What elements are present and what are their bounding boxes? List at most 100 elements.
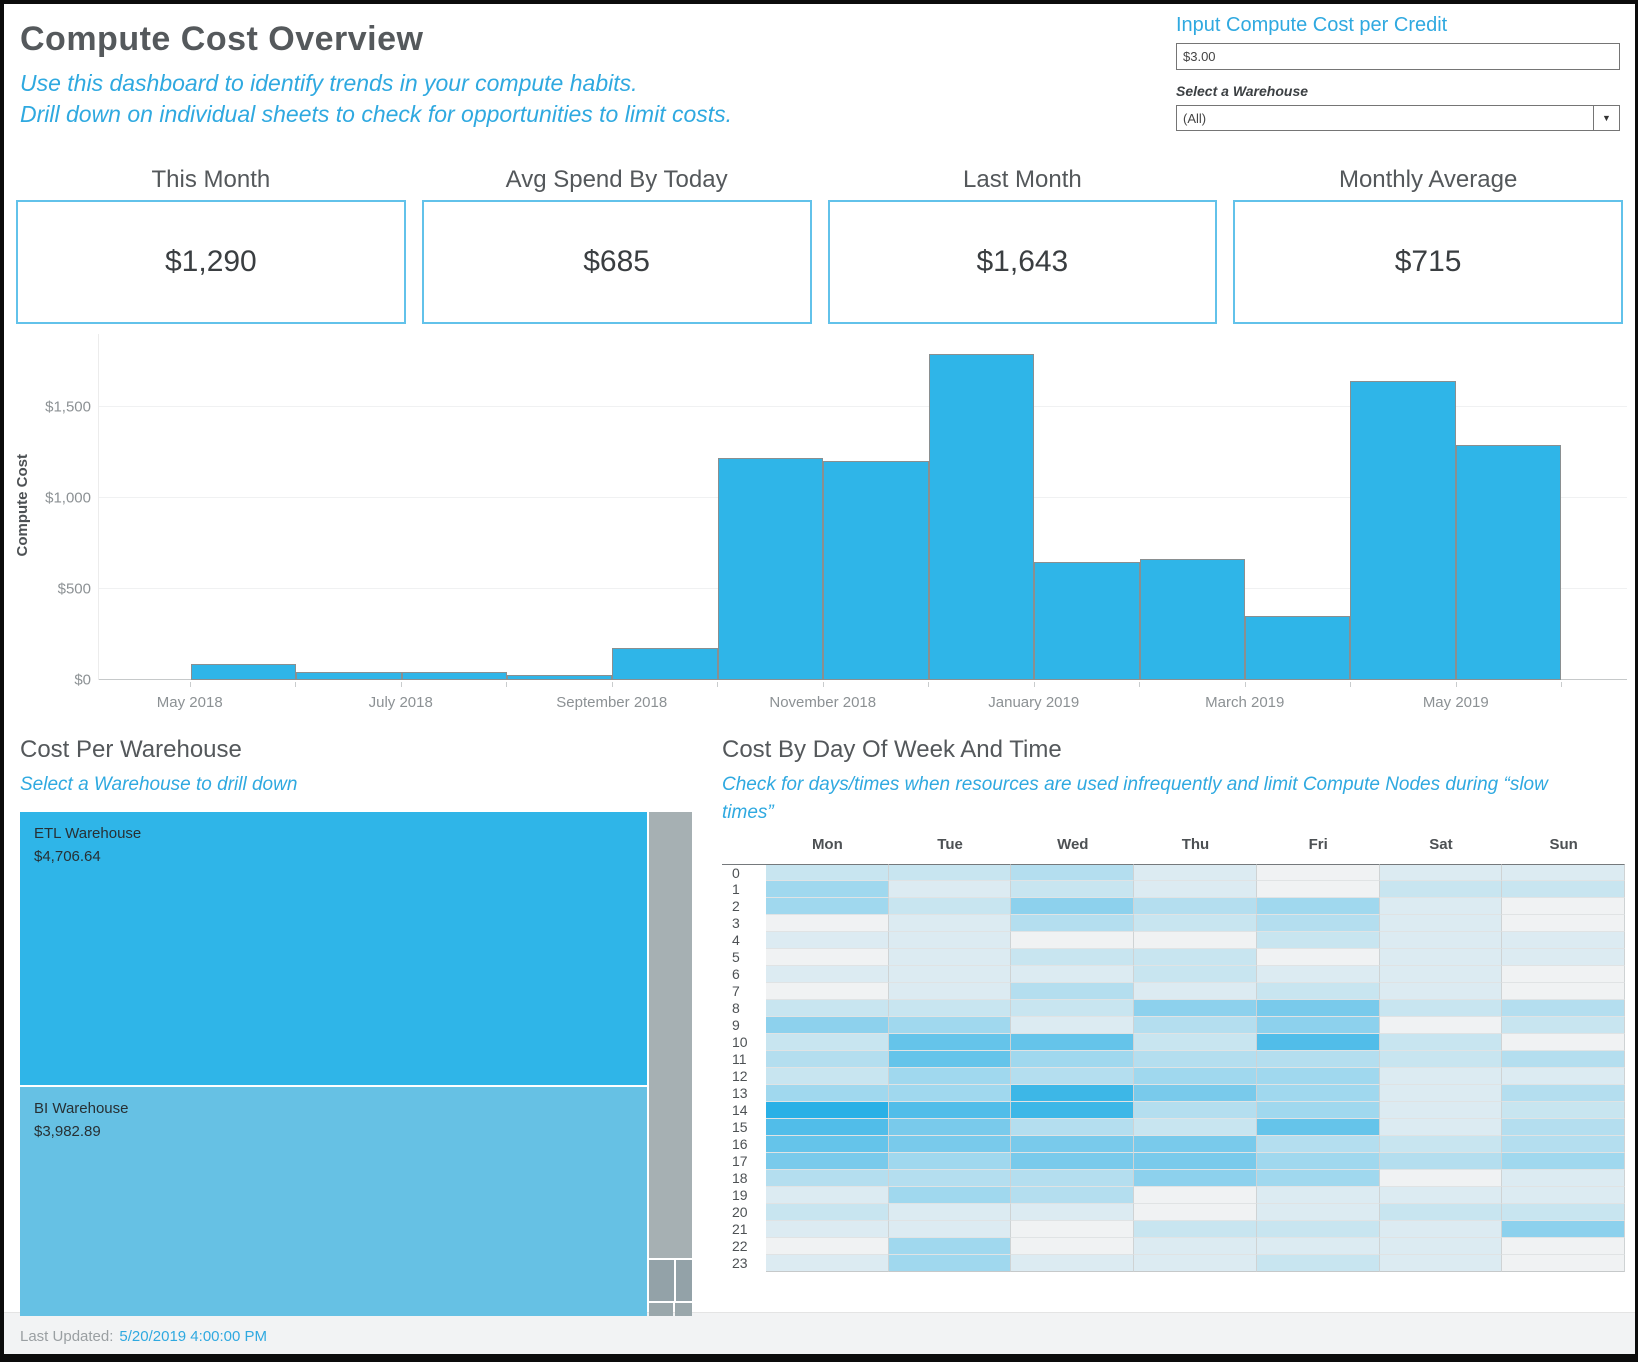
heatmap-cell-fri-16[interactable] (1256, 1136, 1380, 1154)
heatmap-cell-wed-14[interactable] (1011, 1102, 1135, 1120)
heatmap-cell-tue-18[interactable] (888, 1170, 1012, 1188)
heatmap-cell-sun-16[interactable] (1502, 1136, 1625, 1154)
heatmap-cell-sat-12[interactable] (1379, 1068, 1503, 1086)
treemap-gray-sliver-1[interactable] (648, 1303, 673, 1316)
heatmap-cell-fri-19[interactable] (1256, 1187, 1380, 1205)
heatmap-cell-sat-16[interactable] (1379, 1136, 1503, 1154)
heatmap-cell-mon-16[interactable] (766, 1136, 889, 1154)
heatmap-cell-wed-10[interactable] (1011, 1034, 1135, 1052)
heatmap-cell-wed-19[interactable] (1011, 1187, 1135, 1205)
heatmap-cell-fri-11[interactable] (1256, 1051, 1380, 1069)
heatmap-cell-tue-19[interactable] (888, 1187, 1012, 1205)
heatmap-cell-mon-17[interactable] (766, 1153, 889, 1171)
heatmap-cell-wed-8[interactable] (1011, 1000, 1135, 1018)
heatmap-cell-sat-22[interactable] (1379, 1238, 1503, 1256)
bar-february-2019[interactable] (1139, 558, 1245, 680)
heatmap-cell-tue-22[interactable] (888, 1238, 1012, 1256)
heatmap-cell-mon-13[interactable] (766, 1085, 889, 1103)
heatmap-cell-sun-3[interactable] (1502, 915, 1625, 933)
heatmap-cell-sat-21[interactable] (1379, 1221, 1503, 1239)
treemap-etl-warehouse[interactable]: ETL Warehouse $4,706.64 (20, 811, 647, 1085)
heatmap-cell-sun-20[interactable] (1502, 1204, 1625, 1222)
heatmap-cell-tue-9[interactable] (888, 1017, 1012, 1035)
heatmap-cell-sun-11[interactable] (1502, 1051, 1625, 1069)
bar-november-2018[interactable] (823, 461, 929, 680)
heatmap-cell-mon-22[interactable] (766, 1238, 889, 1256)
heatmap-cell-wed-23[interactable] (1011, 1255, 1135, 1273)
heatmap-cell-sat-3[interactable] (1379, 915, 1503, 933)
heatmap-cell-wed-0[interactable] (1011, 864, 1135, 882)
heatmap-cell-sat-23[interactable] (1379, 1255, 1503, 1273)
heatmap-cell-fri-9[interactable] (1256, 1017, 1380, 1035)
heatmap-cell-wed-9[interactable] (1011, 1017, 1135, 1035)
heatmap-cell-tue-1[interactable] (888, 881, 1012, 899)
heatmap-cell-tue-5[interactable] (888, 949, 1012, 967)
heatmap-cell-wed-20[interactable] (1011, 1204, 1135, 1222)
heatmap-cell-sat-18[interactable] (1379, 1170, 1503, 1188)
heatmap-cell-wed-2[interactable] (1011, 898, 1135, 916)
heatmap-cell-wed-6[interactable] (1011, 966, 1135, 984)
heatmap-cell-thu-19[interactable] (1134, 1187, 1257, 1205)
heatmap-cell-wed-17[interactable] (1011, 1153, 1135, 1171)
heatmap-cell-wed-16[interactable] (1011, 1136, 1135, 1154)
caret-down-icon[interactable]: ▼ (1593, 106, 1619, 130)
heatmap-cell-wed-5[interactable] (1011, 949, 1135, 967)
heatmap-cell-sun-23[interactable] (1502, 1255, 1625, 1273)
heatmap-cell-mon-5[interactable] (766, 949, 889, 967)
heatmap-cell-wed-18[interactable] (1011, 1170, 1135, 1188)
heatmap-cell-sun-15[interactable] (1502, 1119, 1625, 1137)
heatmap-cell-fri-1[interactable] (1256, 881, 1380, 899)
heatmap-cell-sat-17[interactable] (1379, 1153, 1503, 1171)
heatmap-cell-wed-4[interactable] (1011, 932, 1135, 950)
heatmap-cell-sun-7[interactable] (1502, 983, 1625, 1001)
heatmap-cell-tue-12[interactable] (888, 1068, 1012, 1086)
heatmap-cell-fri-8[interactable] (1256, 1000, 1380, 1018)
heatmap-cell-thu-20[interactable] (1134, 1204, 1257, 1222)
heatmap-cell-wed-21[interactable] (1011, 1221, 1135, 1239)
heatmap-cell-thu-5[interactable] (1134, 949, 1257, 967)
heatmap-cell-sat-20[interactable] (1379, 1204, 1503, 1222)
heatmap-cell-sun-12[interactable] (1502, 1068, 1625, 1086)
heatmap-cell-fri-3[interactable] (1256, 915, 1380, 933)
heatmap-cell-fri-14[interactable] (1256, 1102, 1380, 1120)
heatmap-cell-fri-20[interactable] (1256, 1204, 1380, 1222)
heatmap-cell-thu-14[interactable] (1134, 1102, 1257, 1120)
heatmap-cell-sat-2[interactable] (1379, 898, 1503, 916)
heatmap-cell-sun-18[interactable] (1502, 1170, 1625, 1188)
heatmap-cell-sat-14[interactable] (1379, 1102, 1503, 1120)
heatmap-cell-sun-0[interactable] (1502, 864, 1625, 882)
heatmap-cell-sat-9[interactable] (1379, 1017, 1503, 1035)
heatmap-cell-mon-21[interactable] (766, 1221, 889, 1239)
heatmap-cell-sat-15[interactable] (1379, 1119, 1503, 1137)
heatmap-cell-fri-18[interactable] (1256, 1170, 1380, 1188)
treemap-bi-warehouse[interactable]: BI Warehouse $3,982.89 (20, 1086, 647, 1316)
heatmap-cell-tue-2[interactable] (888, 898, 1012, 916)
heatmap-cell-fri-21[interactable] (1256, 1221, 1380, 1239)
heatmap-cell-sat-6[interactable] (1379, 966, 1503, 984)
heatmap-cell-fri-22[interactable] (1256, 1238, 1380, 1256)
heatmap-cell-fri-7[interactable] (1256, 983, 1380, 1001)
heatmap-cell-mon-14[interactable] (766, 1102, 889, 1120)
heatmap-cell-thu-15[interactable] (1134, 1119, 1257, 1137)
heatmap-cell-mon-10[interactable] (766, 1034, 889, 1052)
heatmap-cell-mon-2[interactable] (766, 898, 889, 916)
heatmap-cell-fri-17[interactable] (1256, 1153, 1380, 1171)
treemap-gray-box-small-1[interactable] (648, 1260, 674, 1302)
heatmap-cell-mon-9[interactable] (766, 1017, 889, 1035)
heatmap-cell-thu-12[interactable] (1134, 1068, 1257, 1086)
heatmap-cell-fri-10[interactable] (1256, 1034, 1380, 1052)
heatmap-cell-tue-13[interactable] (888, 1085, 1012, 1103)
heatmap-cell-thu-2[interactable] (1134, 898, 1257, 916)
heatmap-cell-tue-17[interactable] (888, 1153, 1012, 1171)
heatmap-cell-thu-11[interactable] (1134, 1051, 1257, 1069)
heatmap-cell-fri-6[interactable] (1256, 966, 1380, 984)
heatmap-cell-sat-4[interactable] (1379, 932, 1503, 950)
bar-july-2018[interactable] (401, 671, 507, 680)
heatmap-cell-thu-8[interactable] (1134, 1000, 1257, 1018)
heatmap-cell-tue-23[interactable] (888, 1255, 1012, 1273)
heatmap-cell-wed-1[interactable] (1011, 881, 1135, 899)
heatmap-cell-sat-0[interactable] (1379, 864, 1503, 882)
heatmap-cell-thu-23[interactable] (1134, 1255, 1257, 1273)
heatmap-cell-sun-19[interactable] (1502, 1187, 1625, 1205)
heatmap-cell-mon-19[interactable] (766, 1187, 889, 1205)
